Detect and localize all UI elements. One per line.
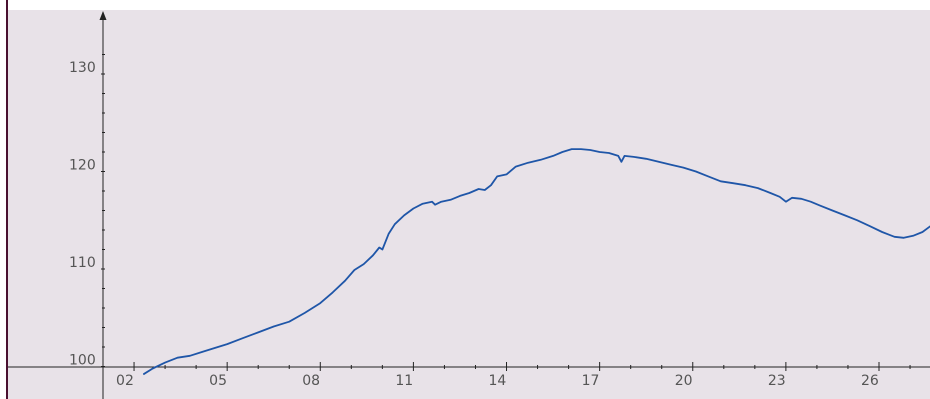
- data-point: [515, 166, 517, 168]
- data-point: [226, 343, 228, 345]
- series-layer: [142, 148, 930, 376]
- data-point: [403, 215, 405, 216]
- data-point: [683, 167, 684, 169]
- data-point: [720, 180, 722, 182]
- data-point: [273, 326, 275, 327]
- x-tick-label: 23: [768, 373, 786, 389]
- data-point: [732, 182, 734, 184]
- data-point: [670, 164, 672, 166]
- data-point: [354, 269, 355, 271]
- series-line: [142, 148, 930, 376]
- data-point: [527, 162, 529, 164]
- data-point: [757, 187, 759, 189]
- data-point: [608, 152, 610, 154]
- data-point: [912, 235, 914, 237]
- data-point: [490, 184, 492, 186]
- data-point: [571, 148, 573, 150]
- data-point: [791, 197, 793, 199]
- ticks: 02 05 08 11 14 17 20 23 26 100 110 120 130: [69, 54, 911, 389]
- data-point: [658, 161, 659, 163]
- data-point: [506, 174, 507, 175]
- data-point: [344, 280, 346, 282]
- data-point: [201, 351, 203, 353]
- data-point: [770, 192, 771, 194]
- data-point: [440, 201, 442, 203]
- data-point: [894, 236, 895, 238]
- x-tick-label: 14: [489, 373, 507, 389]
- data-point: [304, 312, 306, 314]
- data-point: [431, 201, 433, 203]
- data-point: [617, 155, 619, 157]
- data-point: [422, 203, 424, 205]
- x-tick-label: 26: [861, 373, 879, 389]
- data-point: [143, 373, 144, 375]
- x-tick-label: 20: [675, 373, 693, 389]
- data-point: [869, 225, 871, 227]
- data-point: [388, 233, 389, 235]
- data-point: [621, 161, 622, 163]
- data-point: [779, 196, 781, 198]
- data-point: [214, 347, 216, 349]
- x-tick-label: 05: [209, 373, 227, 389]
- data-point: [319, 302, 321, 304]
- data-point: [372, 254, 374, 256]
- y-tick-label: 130: [69, 60, 96, 76]
- data-point: [189, 355, 191, 357]
- data-point: [363, 263, 365, 265]
- data-point: [413, 208, 414, 209]
- data-point: [257, 332, 259, 333]
- data-point: [832, 210, 833, 211]
- data-point: [450, 199, 451, 201]
- data-point: [881, 231, 883, 233]
- data-point: [378, 247, 380, 248]
- data-point: [562, 151, 563, 153]
- data-point: [819, 205, 821, 207]
- data-point: [856, 219, 858, 221]
- axes: [8, 11, 930, 399]
- data-point: [903, 237, 905, 239]
- y-tick-label: 110: [69, 255, 96, 271]
- data-point: [599, 151, 600, 153]
- data-point: [745, 184, 746, 186]
- data-point: [164, 362, 166, 363]
- data-point: [785, 201, 787, 203]
- data-point: [242, 337, 244, 339]
- data-point: [707, 176, 709, 177]
- data-point: [382, 249, 383, 250]
- data-point: [810, 201, 812, 203]
- data-point: [922, 231, 923, 233]
- x-tick-label: 17: [582, 373, 600, 389]
- data-point: [695, 171, 697, 172]
- y-tick-label: 100: [69, 353, 96, 369]
- y-axis-arrow: [99, 11, 107, 20]
- data-point: [589, 149, 591, 151]
- data-point: [434, 204, 436, 206]
- left-border: [6, 0, 8, 399]
- data-point: [177, 357, 178, 359]
- data-point: [633, 156, 635, 158]
- data-point: [478, 188, 479, 190]
- data-point: [801, 198, 802, 200]
- data-point: [496, 176, 498, 177]
- data-point: [468, 192, 470, 194]
- data-point: [394, 223, 396, 225]
- x-tick-label: 11: [395, 373, 413, 389]
- data-point: [459, 195, 461, 197]
- data-point: [844, 215, 846, 216]
- data-point: [152, 368, 154, 369]
- x-tick-label: 08: [302, 373, 320, 389]
- data-point: [580, 148, 582, 150]
- plot-area: [8, 10, 930, 399]
- x-tick-label: 02: [116, 373, 134, 389]
- data-point: [484, 189, 486, 191]
- data-point: [332, 292, 334, 293]
- data-point: [645, 158, 647, 160]
- y-tick-label: 120: [69, 158, 96, 174]
- data-point: [288, 321, 290, 323]
- data-point: [540, 159, 542, 161]
- data-point: [624, 155, 625, 157]
- data-point: [552, 155, 554, 157]
